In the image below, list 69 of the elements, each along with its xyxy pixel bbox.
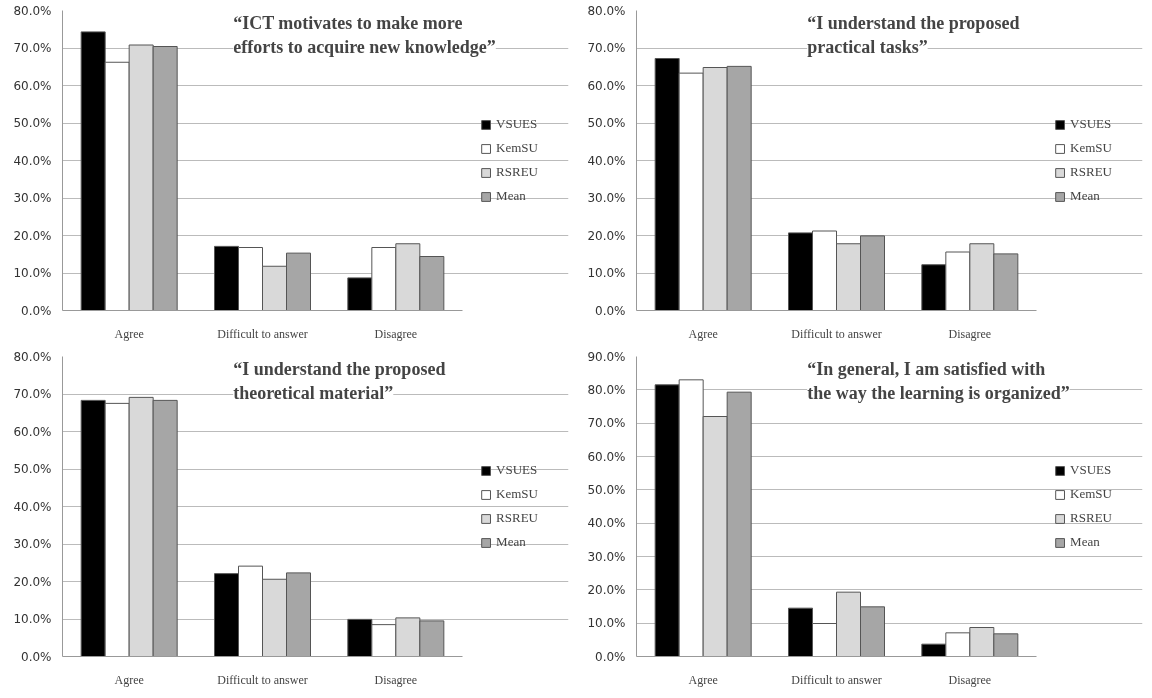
y-tick-label: 10.0% xyxy=(587,266,626,280)
x-tick-label: Disagree xyxy=(948,326,992,341)
y-tick-label: 0.0% xyxy=(595,303,626,318)
y-tick-label: 70.0% xyxy=(587,416,626,431)
y-tick-label: 60.0% xyxy=(13,424,52,439)
legend-label: Mean xyxy=(496,534,526,550)
x-tick-label: Agree xyxy=(114,326,144,341)
y-tick-label: 40.0% xyxy=(13,499,52,514)
legend-label: KemSU xyxy=(1070,140,1112,156)
y-tick-label: 60.0% xyxy=(587,78,626,93)
legend-label: Mean xyxy=(1070,534,1100,550)
y-tick-label: 20.0% xyxy=(13,228,52,243)
y-tick-label: 50.0% xyxy=(587,116,626,130)
x-tick-label: Difficult to answer xyxy=(217,672,308,687)
x-tick-label: Difficult to answer xyxy=(791,326,882,341)
x-tick-label: Agree xyxy=(114,672,144,687)
y-tick-label: 20.0% xyxy=(13,574,52,589)
x-tick-label: Agree xyxy=(688,326,718,341)
legend-label: VSUES xyxy=(1070,462,1112,478)
y-tick-label: 10.0% xyxy=(13,266,52,280)
y-tick-label: 70.0% xyxy=(13,41,52,55)
y-tick-label: 50.0% xyxy=(13,116,52,130)
legend-label: VSUES xyxy=(1070,116,1112,132)
legend-label: Mean xyxy=(1070,188,1100,204)
y-tick-label: 30.0% xyxy=(587,191,626,205)
text: “In general, I am satisfied with the way the learning is organized” xyxy=(807,358,1070,403)
y-tick-label: 30.0% xyxy=(587,549,626,564)
x-tick-label: Disagree xyxy=(948,672,992,687)
x-tick-label: Disagree xyxy=(374,672,418,687)
y-tick-label: 20.0% xyxy=(587,228,626,243)
x-tick-label: Difficult to answer xyxy=(217,326,308,341)
x-tick-label: Disagree xyxy=(374,326,418,341)
y-tick-label: 30.0% xyxy=(13,537,52,551)
y-tick-label: 10.0% xyxy=(587,616,626,631)
text: “I understand the proposed practical tasks” xyxy=(807,12,1020,57)
y-tick-label: 80.0% xyxy=(587,3,626,18)
legend-label: KemSU xyxy=(496,486,538,502)
y-tick-label: 80.0% xyxy=(587,382,626,397)
y-tick-label: 0.0% xyxy=(21,303,52,318)
legend-label: RSREU xyxy=(1070,510,1112,526)
y-tick-label: 40.0% xyxy=(587,516,626,531)
y-tick-label: 80.0% xyxy=(13,3,52,18)
y-tick-label: 60.0% xyxy=(13,78,52,93)
legend-label: KemSU xyxy=(496,140,538,156)
legend-label: RSREU xyxy=(496,510,538,526)
x-tick-label: Agree xyxy=(688,672,718,687)
legend-label: KemSU xyxy=(1070,486,1112,502)
y-tick-label: 50.0% xyxy=(13,462,52,476)
y-tick-label: 40.0% xyxy=(587,153,626,168)
legend-label: VSUES xyxy=(496,116,538,132)
legend-label: Mean xyxy=(496,188,526,204)
y-tick-label: 90.0% xyxy=(587,349,626,364)
y-tick-label: 40.0% xyxy=(13,153,52,168)
text: “I understand the proposed theoretical material” xyxy=(233,358,446,403)
y-tick-label: 0.0% xyxy=(21,649,52,664)
x-tick-label: Difficult to answer xyxy=(791,672,882,687)
legend-label: RSREU xyxy=(496,164,538,180)
y-tick-label: 70.0% xyxy=(13,387,52,401)
y-tick-label: 10.0% xyxy=(13,612,52,626)
y-tick-label: 80.0% xyxy=(13,349,52,364)
y-tick-label: 30.0% xyxy=(13,191,52,205)
y-tick-label: 50.0% xyxy=(587,482,626,497)
legend-label: RSREU xyxy=(1070,164,1112,180)
legend-label: VSUES xyxy=(496,462,538,478)
text: “ICT motivates to make more efforts to acquire new knowledge” xyxy=(233,12,496,57)
y-tick-label: 60.0% xyxy=(587,449,626,464)
y-tick-label: 70.0% xyxy=(587,41,626,55)
y-tick-label: 0.0% xyxy=(595,649,626,664)
y-tick-label: 20.0% xyxy=(587,582,626,597)
